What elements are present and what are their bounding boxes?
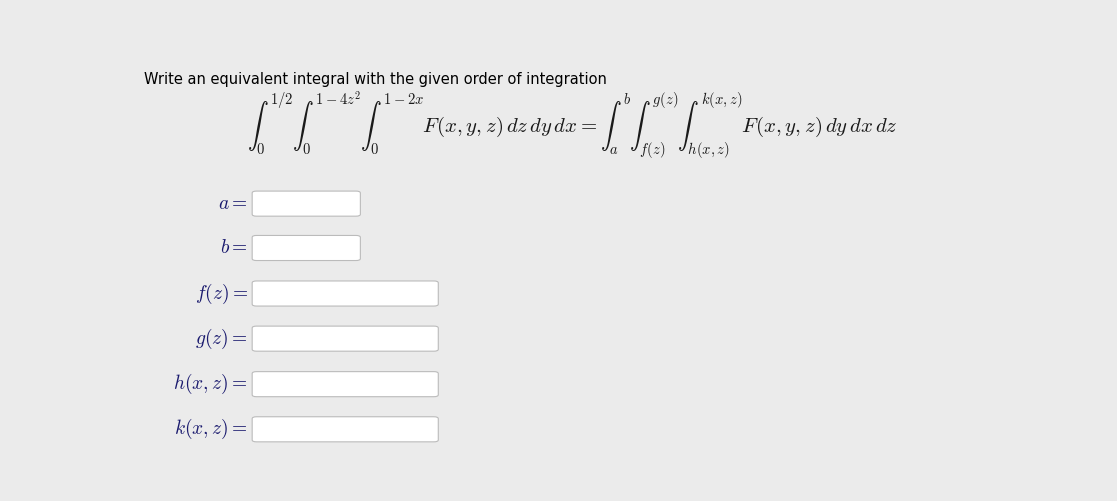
- FancyBboxPatch shape: [252, 191, 361, 216]
- Text: $a =$: $a =$: [218, 194, 248, 213]
- Text: $g(z) =$: $g(z) =$: [195, 327, 248, 351]
- Text: $k(x, z) =$: $k(x, z) =$: [174, 417, 248, 441]
- FancyBboxPatch shape: [252, 235, 361, 261]
- Text: $f(z) =$: $f(z) =$: [194, 282, 248, 306]
- FancyBboxPatch shape: [252, 281, 438, 306]
- Text: $b =$: $b =$: [220, 238, 248, 258]
- Text: $\int_0^{1/2}\int_0^{1-4z^2}\int_0^{1-2x} F(x,y,z)\,dz\,dy\,dx = \int_a^b\int_{f: $\int_0^{1/2}\int_0^{1-4z^2}\int_0^{1-2x…: [247, 90, 898, 162]
- FancyBboxPatch shape: [252, 417, 438, 442]
- FancyBboxPatch shape: [252, 326, 438, 351]
- Text: Write an equivalent integral with the given order of integration: Write an equivalent integral with the gi…: [144, 72, 607, 87]
- Text: $h(x, z) =$: $h(x, z) =$: [173, 372, 248, 396]
- FancyBboxPatch shape: [252, 372, 438, 397]
